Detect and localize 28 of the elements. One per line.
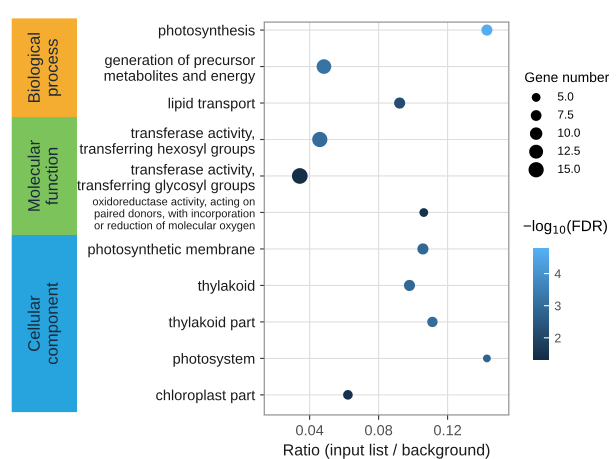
text: Molecular function	[28, 140, 58, 211]
x-axis-title: Ratio (input list / background)	[284, 444, 490, 459]
text: Biological process	[28, 33, 62, 102]
y-tick-label: thylakoid	[198, 280, 254, 294]
color-bar-title: −log$_{10}$(FDR)	[524, 220, 607, 234]
y-tick-label: oxidoreductase activity, acting on paired donors, with incorporation or reduction of molecular oxygen	[92, 197, 255, 232]
color-bar-label: 2	[554, 334, 561, 342]
x-tick-label: 0.08	[364, 425, 392, 436]
color-bar-label: 3	[554, 301, 561, 310]
y-tick-label: generation of precursor metabolites and energy	[104, 54, 256, 84]
legend-label: 10.0	[558, 128, 580, 137]
y-tick-label: photosynthesis	[158, 24, 255, 38]
y-tick-label: thylakoid part	[168, 316, 256, 330]
y-tick-label: chloroplast part	[156, 390, 256, 404]
legend-title: Gene number	[525, 72, 610, 82]
y-tick-label: photosystem	[174, 353, 254, 367]
y-tick-label: lipid transport	[168, 98, 256, 112]
legend-label: 5.0	[558, 92, 574, 101]
legend-label: 7.5	[558, 110, 574, 119]
color-bar-label: 4	[554, 269, 561, 278]
legend-label: 15.0	[558, 164, 580, 174]
x-tick-label: 0.04	[296, 425, 324, 436]
y-tick-label: transferase activity, transferring glycosyl groups	[77, 164, 255, 194]
y-tick-label: transferase activity, transferring hexosyl groups	[80, 127, 255, 157]
y-tick-label: photosynthetic membrane	[88, 244, 255, 258]
legend-label: 12.5	[558, 146, 580, 155]
text: Cellular component	[28, 282, 62, 364]
x-tick-label: 0.12	[434, 425, 462, 436]
